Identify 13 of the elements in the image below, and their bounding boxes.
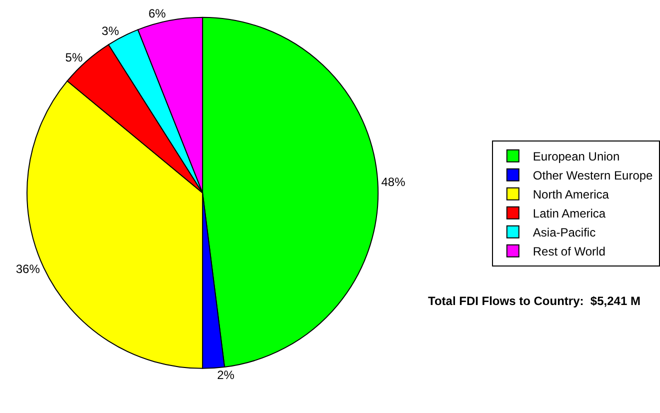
legend-label: Latin America (532, 206, 606, 221)
data-label: 5% (65, 50, 83, 64)
data-label: 3% (102, 24, 120, 38)
text: Total FDI Flows to Country: $5,241 M (428, 294, 640, 308)
data-label: 48% (381, 174, 406, 189)
data-label: 36% (16, 262, 40, 276)
data-label: 2% (217, 368, 235, 382)
legend-label: North America (532, 188, 610, 202)
legend-label: Rest of World (532, 244, 606, 259)
legend-label: European Union (532, 150, 620, 164)
legend-label: Asia-Pacific (532, 226, 596, 240)
data-label: 6% (148, 6, 166, 21)
legend-label: Other Western Europe (532, 168, 654, 183)
